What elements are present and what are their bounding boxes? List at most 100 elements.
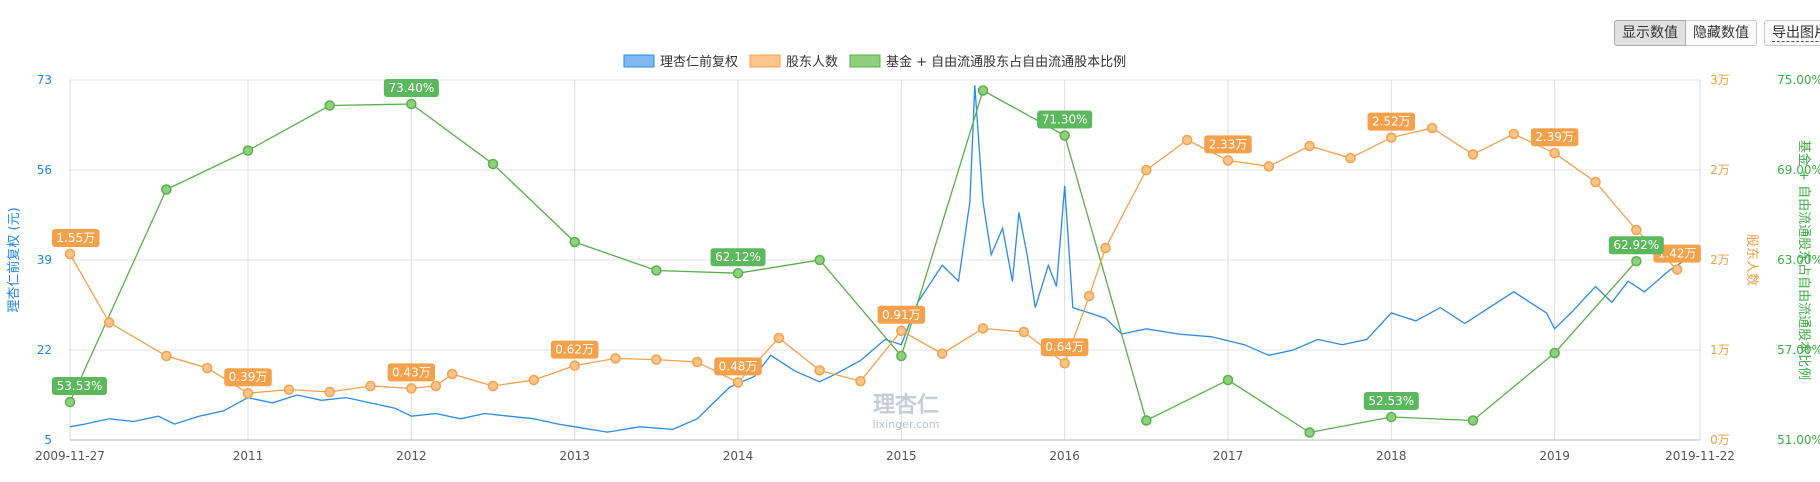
data-label-holders-box	[550, 340, 599, 359]
point-holders[interactable]	[1426, 122, 1438, 134]
data-label-holders-box	[1367, 112, 1416, 131]
point-holders[interactable]	[1590, 176, 1601, 188]
point-holders[interactable]	[1345, 152, 1356, 164]
point-ratio[interactable]	[161, 184, 172, 195]
point-holders[interactable]	[1671, 264, 1683, 275]
chart-toolbar: 显示数值 隐藏数值 导出图片	[1614, 20, 1820, 46]
legend-label: 股东人数	[786, 55, 838, 70]
data-label-holders-text: 0.64万	[1045, 340, 1084, 354]
data-label-holders-text: 2.33万	[1209, 137, 1248, 151]
point-holders[interactable]	[773, 332, 785, 344]
point-ratio[interactable]	[651, 265, 662, 276]
y-right1-tick-label: 3万	[1710, 73, 1730, 87]
point-holders[interactable]	[1263, 161, 1275, 172]
y-right1-tick-label: 2万	[1710, 253, 1730, 267]
point-holders[interactable]	[1508, 128, 1520, 140]
y-left-tick-label: 73	[37, 73, 52, 87]
point-ratio[interactable]	[406, 98, 417, 110]
point-holders[interactable]	[1100, 242, 1111, 254]
data-label-holders-text: 0.43万	[392, 365, 431, 379]
point-holders[interactable]	[201, 362, 213, 374]
data-label-holders: 2.33万	[1204, 135, 1252, 154]
data-label-ratio-box	[710, 248, 766, 267]
point-holders[interactable]	[161, 350, 172, 362]
data-label-holders-text: 0.91万	[882, 308, 921, 322]
point-holders[interactable]	[855, 375, 866, 387]
point-holders[interactable]	[1467, 149, 1479, 160]
point-holders[interactable]	[936, 348, 948, 359]
point-holders[interactable]	[324, 386, 335, 398]
point-holders[interactable]	[103, 317, 115, 328]
hide-values-button[interactable]: 隐藏数值	[1686, 20, 1757, 46]
point-holders[interactable]	[1181, 134, 1193, 146]
x-tick-label: 2018	[1376, 449, 1407, 463]
point-ratio[interactable]	[487, 158, 499, 170]
point-holders[interactable]	[1549, 147, 1560, 159]
point-ratio[interactable]	[242, 145, 254, 156]
point-ratio[interactable]	[569, 236, 580, 248]
point-holders[interactable]	[1386, 132, 1397, 143]
point-ratio[interactable]	[1304, 427, 1315, 438]
data-label-ratio: 73.40%	[383, 79, 439, 97]
export-image-button[interactable]: 导出图片	[1764, 20, 1820, 46]
point-ratio[interactable]	[64, 396, 76, 408]
y-left-tick-label: 22	[37, 343, 52, 357]
point-ratio[interactable]	[1059, 130, 1070, 141]
grid	[69, 79, 1701, 441]
point-holders[interactable]	[1304, 140, 1315, 152]
data-label-holders-box	[1530, 128, 1579, 147]
point-holders[interactable]	[814, 365, 825, 376]
point-holders[interactable]	[1083, 290, 1095, 302]
y-left-tick-label: 39	[37, 253, 52, 267]
point-holders[interactable]	[430, 380, 442, 392]
point-holders[interactable]	[1018, 326, 1030, 338]
point-holders[interactable]	[242, 387, 254, 399]
data-label-holders-box	[1204, 135, 1252, 154]
point-ratio[interactable]	[1549, 347, 1560, 359]
legend-item[interactable]: 基金 + 自由流通股东占自由流通股本比例	[849, 54, 1126, 70]
point-holders[interactable]	[569, 360, 580, 371]
point-ratio[interactable]	[1141, 415, 1152, 426]
point-holders[interactable]	[651, 354, 662, 365]
point-holders[interactable]	[610, 353, 621, 364]
data-label-ratio-text: 52.53%	[1368, 394, 1414, 408]
point-holders[interactable]	[446, 368, 458, 380]
y-right2-tick-label: 51.00%	[1777, 433, 1820, 447]
point-holders[interactable]	[283, 384, 295, 395]
point-ratio[interactable]	[814, 254, 825, 266]
show-values-button[interactable]: 显示数值	[1614, 20, 1686, 46]
point-ratio[interactable]	[1631, 255, 1642, 267]
data-label-ratio-text: 62.12%	[715, 250, 761, 264]
point-holders[interactable]	[977, 323, 989, 334]
y-left-tick-label: 56	[37, 163, 52, 177]
point-holders[interactable]	[487, 380, 499, 392]
point-ratio[interactable]	[324, 100, 335, 111]
point-holders[interactable]	[528, 374, 540, 386]
point-holders[interactable]	[691, 356, 703, 368]
legend-swatch	[849, 54, 881, 68]
data-label-holders: 1.42万	[1653, 244, 1701, 263]
series-line-ratio	[69, 89, 1637, 434]
legend-item[interactable]: 理杏仁前复权	[623, 54, 738, 70]
x-tick-label: 2011	[233, 449, 264, 463]
legend-item[interactable]: 股东人数	[749, 54, 838, 70]
data-label-ratio: 52.53%	[1363, 392, 1419, 411]
point-holders[interactable]	[1631, 224, 1642, 236]
point-ratio[interactable]	[1222, 374, 1234, 386]
point-holders[interactable]	[732, 377, 744, 388]
point-ratio[interactable]	[977, 85, 989, 96]
point-holders[interactable]	[1222, 155, 1234, 166]
data-label-holders: 0.64万	[1040, 338, 1089, 357]
y-right1-axis-title: 股东人数	[1744, 234, 1759, 286]
point-ratio[interactable]	[1467, 415, 1479, 426]
point-holders[interactable]	[406, 383, 417, 394]
point-ratio[interactable]	[1386, 411, 1397, 423]
point-holders[interactable]	[64, 248, 76, 260]
point-holders[interactable]	[1141, 164, 1152, 176]
point-ratio[interactable]	[732, 267, 744, 279]
series-line-holders	[69, 127, 1678, 394]
point-holders[interactable]	[365, 380, 376, 392]
point-holders[interactable]	[896, 325, 907, 337]
point-ratio[interactable]	[896, 350, 907, 362]
point-holders[interactable]	[1059, 357, 1070, 369]
